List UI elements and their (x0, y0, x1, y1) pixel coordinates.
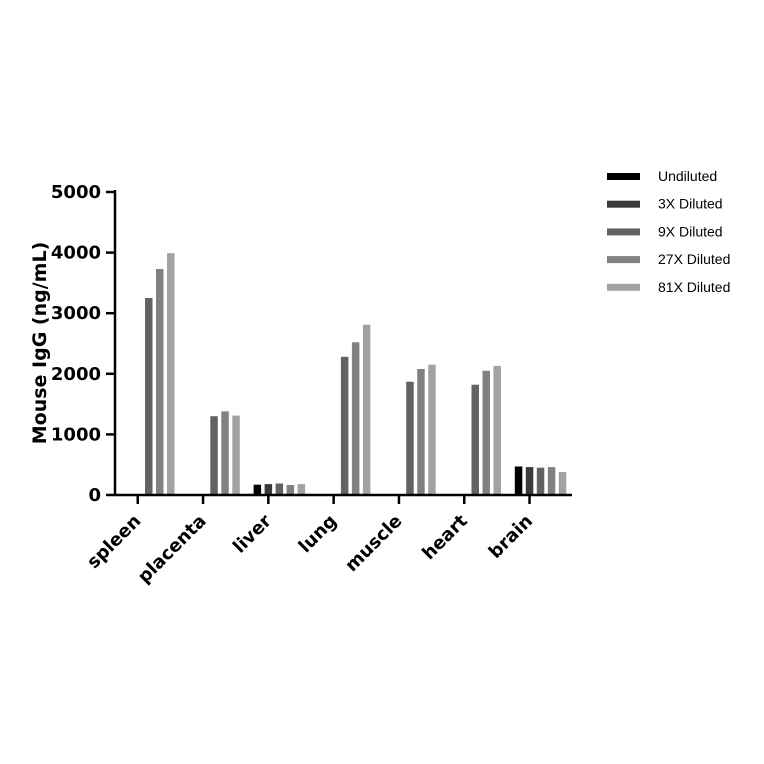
legend-label: Undiluted (658, 168, 717, 184)
bar-spleen-81x-diluted (167, 253, 175, 495)
x-tick-label-placenta: placenta (134, 511, 211, 588)
y-tick-label: 5000 (51, 182, 101, 203)
bar-heart-27x-diluted (482, 370, 490, 495)
legend-label: 81X Diluted (658, 279, 730, 295)
y-tick-label: 0 (88, 485, 101, 506)
y-tick-label: 3000 (51, 303, 101, 324)
bar-liver-undiluted (253, 484, 262, 495)
legend: Undiluted 3X Diluted 9X Diluted 27X Diluted… (607, 168, 730, 295)
bar-brain-undiluted (514, 466, 523, 495)
x-tick-label-heart: heart (418, 510, 472, 564)
bar-liver-81x-diluted (297, 484, 306, 495)
y-tick-label: 2000 (51, 364, 101, 385)
bar-lung-81x-diluted (362, 324, 371, 495)
legend-swatch-9x-diluted (607, 228, 640, 236)
x-tick-label-lung: lung (295, 511, 341, 557)
x-tick-label-brain: brain (485, 511, 537, 563)
x-tick-label-spleen: spleen (83, 511, 145, 573)
bar-muscle-81x-diluted (428, 364, 436, 495)
legend-swatch-81x-diluted (607, 283, 640, 291)
legend-swatch-3x-diluted (607, 200, 640, 208)
bar-heart-9x-diluted (471, 384, 479, 495)
bar-lung-9x-diluted (340, 356, 349, 495)
bar-placenta-9x-diluted (210, 416, 218, 495)
bar-muscle-9x-diluted (406, 381, 414, 495)
legend-swatch-27x-diluted (607, 256, 640, 264)
y-tick-label: 1000 (51, 424, 101, 445)
bar-placenta-81x-diluted (232, 415, 240, 495)
bar-spleen-27x-diluted (156, 269, 164, 495)
y-axis-label: Mouse IgG (ng/mL) (29, 242, 51, 445)
legend-label: 3X Diluted (658, 196, 723, 212)
bar-spleen-9x-diluted (145, 298, 153, 495)
bar-liver-27x-diluted (286, 485, 295, 495)
bar-brain-9x-diluted (536, 467, 545, 495)
axes-group (113, 190, 572, 497)
legend-swatch-undiluted (607, 173, 640, 180)
legend-label: 9X Diluted (658, 223, 723, 239)
bar-brain-27x-diluted (547, 467, 556, 495)
legend-label: 27X Diluted (658, 251, 730, 267)
bars-group (145, 253, 567, 495)
y-tick-label: 4000 (51, 243, 101, 264)
x-tick-label-muscle: muscle (341, 511, 406, 576)
bar-liver-3x-diluted (264, 484, 273, 495)
bar-lung-27x-diluted (351, 342, 360, 495)
x-tick-label-liver: liver (229, 511, 276, 558)
y-ticks-group: 0 1000 2000 3000 4000 5000 (51, 182, 115, 506)
bar-brain-3x-diluted (525, 467, 534, 495)
bar-muscle-27x-diluted (417, 369, 425, 495)
bar-heart-81x-diluted (493, 365, 501, 495)
bar-brain-81x-diluted (558, 472, 567, 495)
bar-liver-9x-diluted (275, 483, 284, 495)
bar-placenta-27x-diluted (221, 411, 229, 495)
